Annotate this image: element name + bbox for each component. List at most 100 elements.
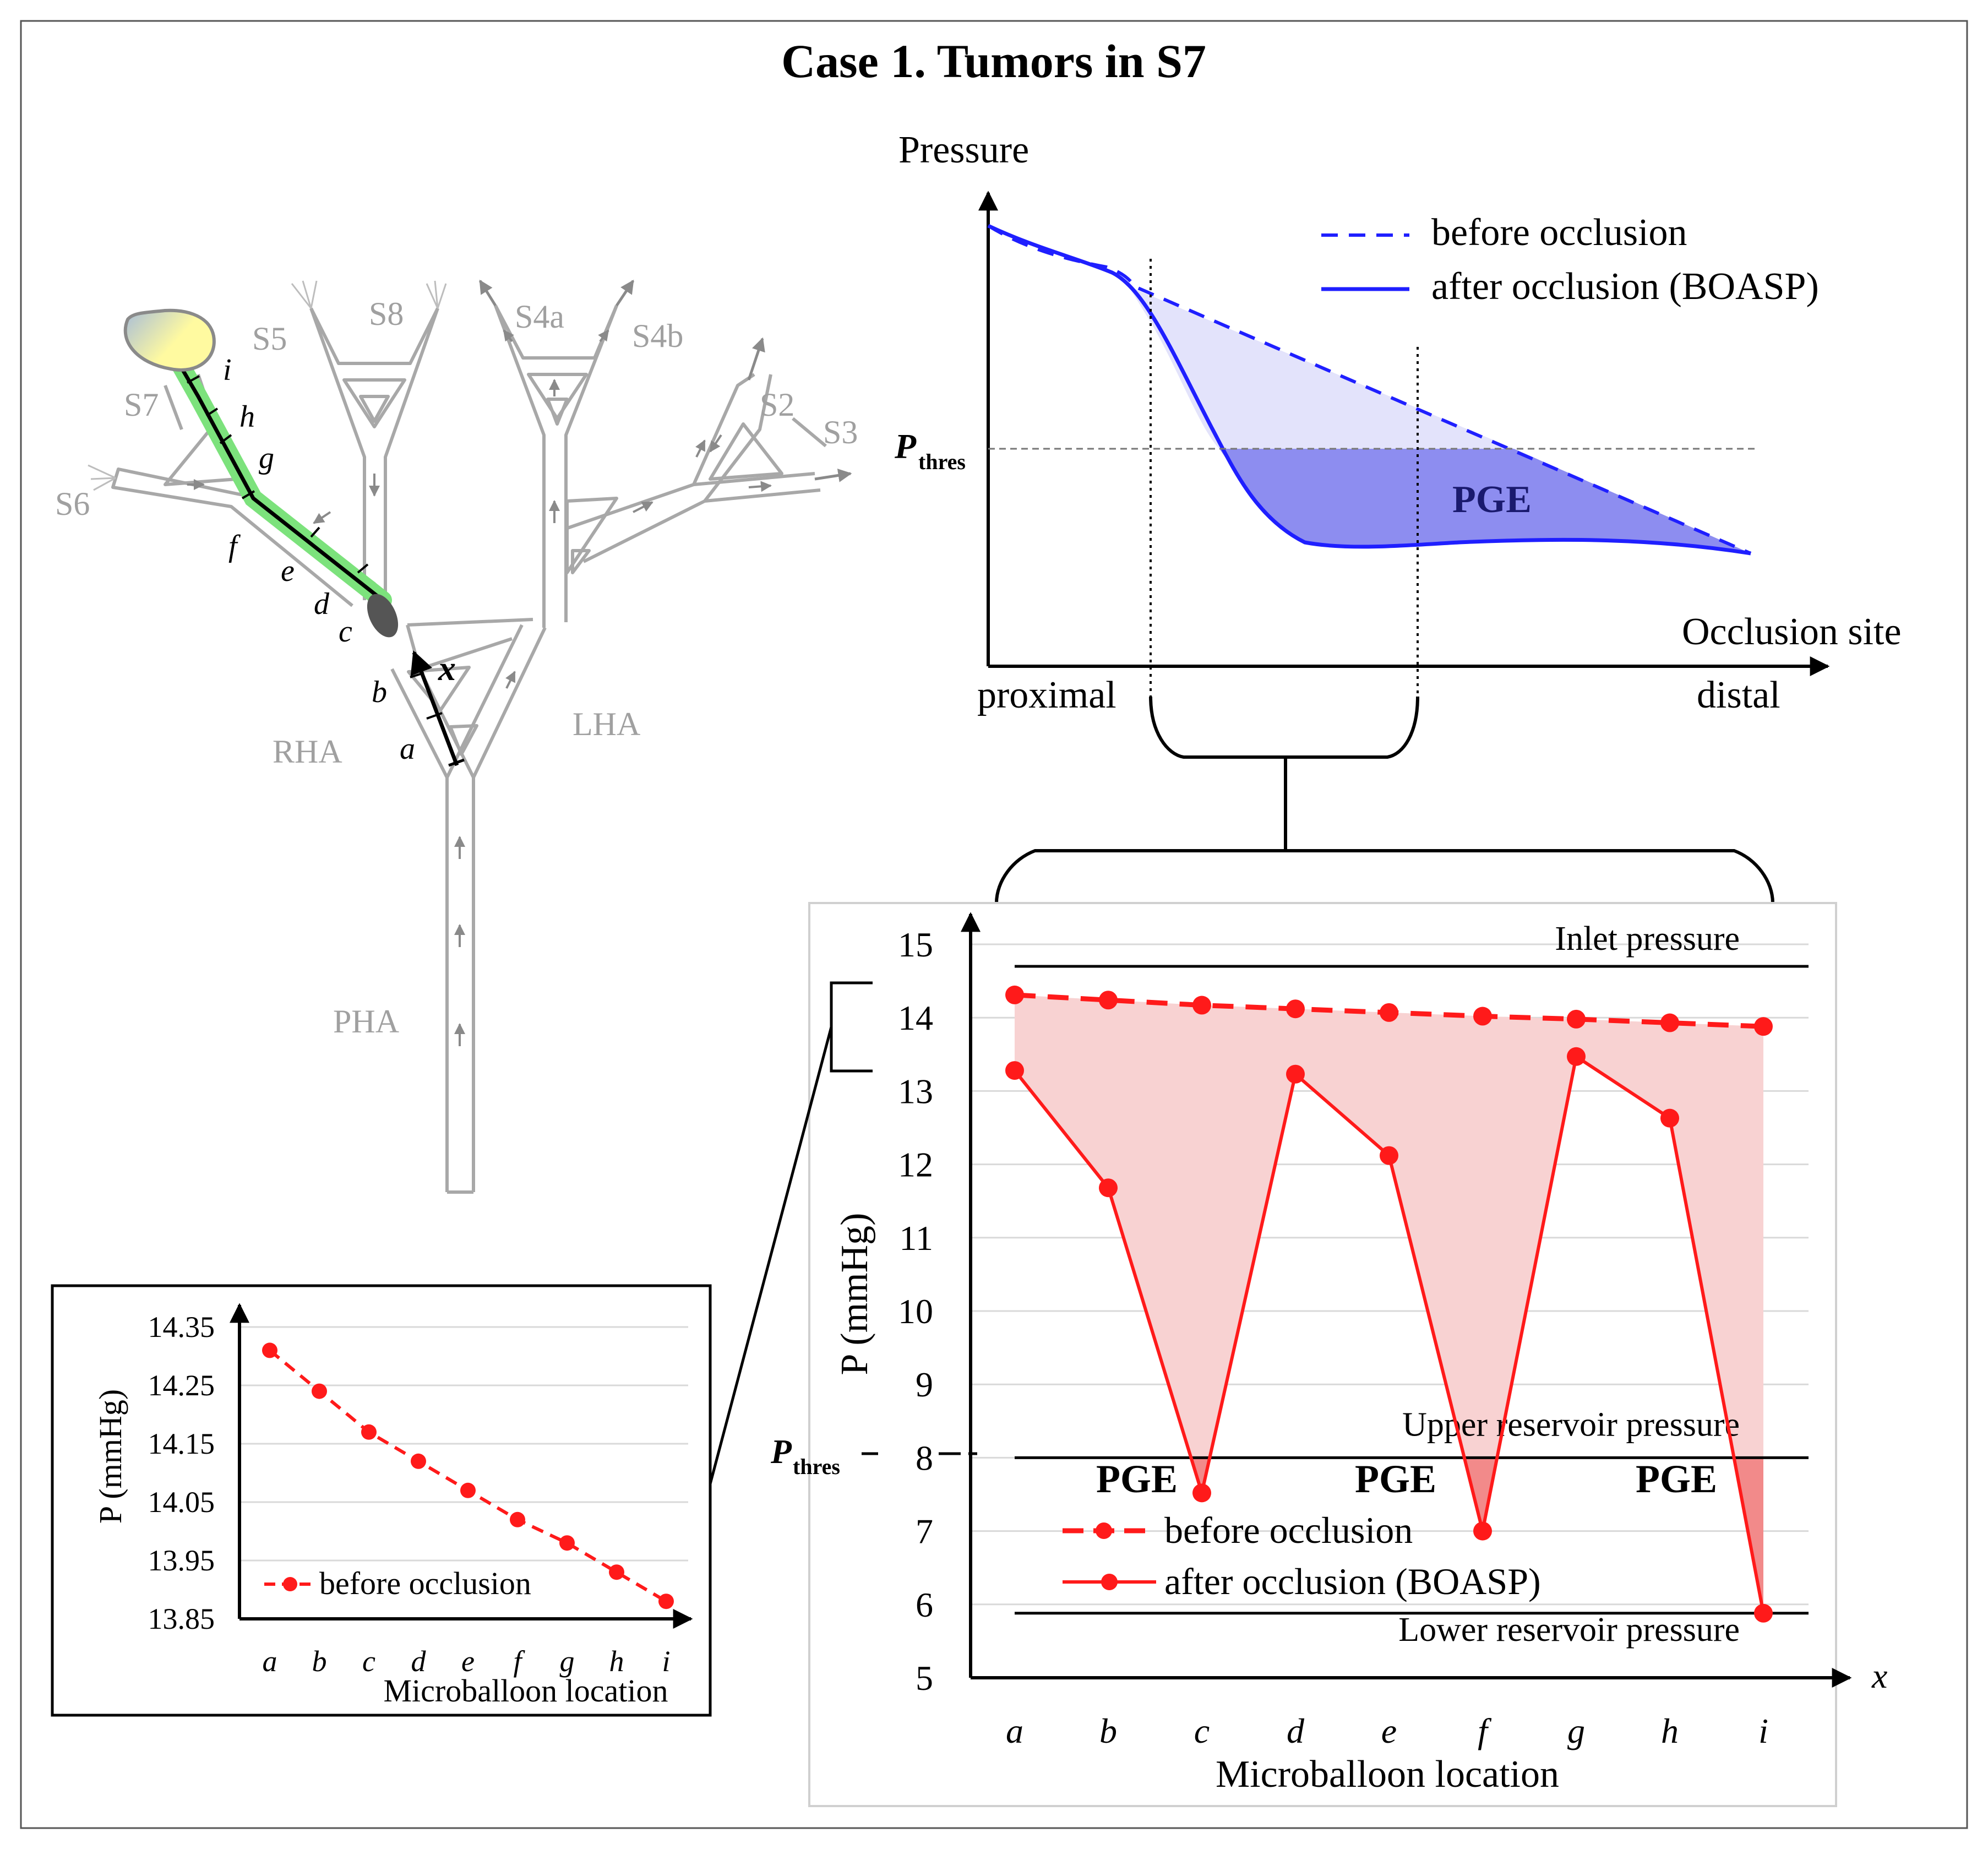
- label-lha: LHA: [573, 706, 640, 742]
- label-rha: RHA: [273, 733, 342, 770]
- main-ytick-label: 9: [916, 1365, 933, 1404]
- inset-before-occlusion-point: [411, 1453, 426, 1469]
- label-s8: S8: [369, 296, 404, 332]
- figure-frame: [20, 20, 1968, 1829]
- inset-ytick-label: 14.05: [148, 1486, 215, 1519]
- before-occlusion-point: [1099, 991, 1118, 1010]
- svg-text:thres: thres: [918, 449, 966, 474]
- inset-xtick-label: i: [662, 1645, 670, 1678]
- loc-f: f: [228, 529, 241, 563]
- loc-e: e: [281, 554, 295, 588]
- pge-fill-below-threshold: [1191, 1458, 1210, 1493]
- inset-chart-frame: [51, 1284, 712, 1717]
- after-occlusion-point: [1660, 1108, 1679, 1128]
- inset-before-occlusion-point: [460, 1482, 476, 1498]
- concept-pge-label: PGE: [1452, 478, 1532, 521]
- after-occlusion-curve: [987, 224, 1751, 556]
- inset-before-occlusion-point: [361, 1424, 377, 1440]
- before-occlusion-point: [1005, 985, 1024, 1004]
- loc-b: b: [372, 675, 387, 709]
- microballoon: [367, 594, 399, 638]
- main-xtick-label: f: [1478, 1711, 1492, 1750]
- reference-line-label: Inlet pressure: [1555, 920, 1740, 958]
- inset-ytick-label: 13.95: [148, 1544, 215, 1577]
- main-legend-before: before occlusion: [1164, 1509, 1413, 1551]
- before-occlusion-point: [1192, 996, 1211, 1015]
- concept-xlabel: Occlusion site: [1682, 611, 1902, 653]
- main-chart-frame: [808, 902, 1837, 1807]
- label-s4b: S4b: [632, 318, 683, 354]
- before-occlusion-curve: [987, 224, 1752, 555]
- main-xlabel: Microballoon location: [1216, 1753, 1559, 1796]
- inset-ytick-label: 13.85: [148, 1602, 215, 1635]
- inset-before-occlusion-point: [510, 1511, 525, 1527]
- main-ytick-label: 14: [898, 998, 933, 1037]
- inset-ylabel: P (mmHg): [92, 1389, 128, 1524]
- inset-xlabel: Microballoon location: [383, 1673, 668, 1709]
- after-occlusion-point: [1099, 1178, 1118, 1198]
- label-x-region: x: [438, 649, 456, 688]
- before-occlusion-point: [1473, 1007, 1492, 1026]
- main-ylabel: P (mmHg): [834, 1213, 876, 1375]
- pha-vessel: [445, 777, 475, 1194]
- inset-before-occlusion-point: [559, 1535, 575, 1551]
- inset-ytick-label: 14.35: [148, 1310, 215, 1344]
- main-ytick-label: 15: [898, 925, 933, 964]
- main-xtick-label: g: [1567, 1711, 1585, 1750]
- main-legend-after: after occlusion (BOASP): [1164, 1560, 1541, 1602]
- main-ytick-label: 7: [916, 1512, 933, 1551]
- loc-c: c: [339, 614, 352, 649]
- main-xtick-label: i: [1758, 1711, 1768, 1750]
- main-ytick-label: 10: [898, 1292, 933, 1331]
- main-ytick-label: 8: [916, 1438, 933, 1477]
- inset-ytick-label: 14.25: [148, 1369, 215, 1402]
- svg-text:P: P: [894, 427, 917, 466]
- inset-before-occlusion-point: [658, 1594, 674, 1609]
- inset-before-occlusion-point: [609, 1564, 624, 1580]
- loc-a: a: [400, 732, 415, 766]
- main-xtick-label: e: [1381, 1711, 1397, 1750]
- loc-d: d: [314, 587, 330, 621]
- label-s2: S2: [760, 387, 794, 423]
- inset-before-occlusion-point: [262, 1342, 277, 1358]
- inset-legend-before: before occlusion: [319, 1565, 531, 1601]
- before-occlusion-point: [1660, 1013, 1679, 1032]
- zoom-bracket-left: [830, 981, 873, 1073]
- loc-i: i: [223, 353, 232, 387]
- concept-x-start: proximal: [977, 674, 1116, 716]
- loc-h: h: [239, 400, 255, 434]
- main-xtick-label: a: [1006, 1711, 1023, 1750]
- svg-text:thres: thres: [793, 1454, 840, 1479]
- inset-xtick-label: b: [312, 1645, 327, 1678]
- after-occlusion-point: [1005, 1061, 1024, 1080]
- main-ytick-label: 5: [916, 1658, 933, 1698]
- label-s5: S5: [252, 320, 287, 357]
- main-threshold-label: P thres: [770, 1433, 977, 1479]
- after-occlusion-point: [1380, 1146, 1398, 1165]
- concept-legend-after: after occlusion (BOASP): [1431, 265, 1819, 308]
- pge-label: PGE: [1636, 1457, 1717, 1501]
- before-occlusion-point: [1380, 1003, 1398, 1022]
- main-ytick-label: 13: [898, 1072, 933, 1111]
- zoom-connector-top: [709, 1026, 833, 1484]
- before-occlusion-point: [1754, 1017, 1773, 1036]
- concept-ylabel: Pressure: [898, 129, 1029, 171]
- before-occlusion-point: [1567, 1009, 1586, 1029]
- before-occlusion-point: [1286, 999, 1305, 1019]
- after-occlusion-point: [1754, 1603, 1773, 1623]
- zoom-bracket-lower: [995, 849, 1774, 904]
- main-ytick-label: 6: [916, 1585, 933, 1624]
- after-occlusion-point: [1192, 1483, 1211, 1503]
- pge-area-dark: [1219, 449, 1751, 553]
- pge-label: PGE: [1355, 1457, 1436, 1501]
- reference-line-label: Lower reservoir pressure: [1398, 1611, 1740, 1649]
- zoom-bracket-upper: [1149, 696, 1419, 851]
- main-ytick-label: 11: [899, 1219, 933, 1258]
- main-xtick-label: h: [1661, 1711, 1679, 1750]
- pge-label: PGE: [1096, 1457, 1178, 1501]
- label-pha: PHA: [333, 1003, 399, 1040]
- concept-x-end: distal: [1697, 674, 1780, 716]
- catheter-segment: [410, 650, 459, 766]
- svg-text:P: P: [770, 1433, 792, 1471]
- after-occlusion-point: [1286, 1064, 1305, 1084]
